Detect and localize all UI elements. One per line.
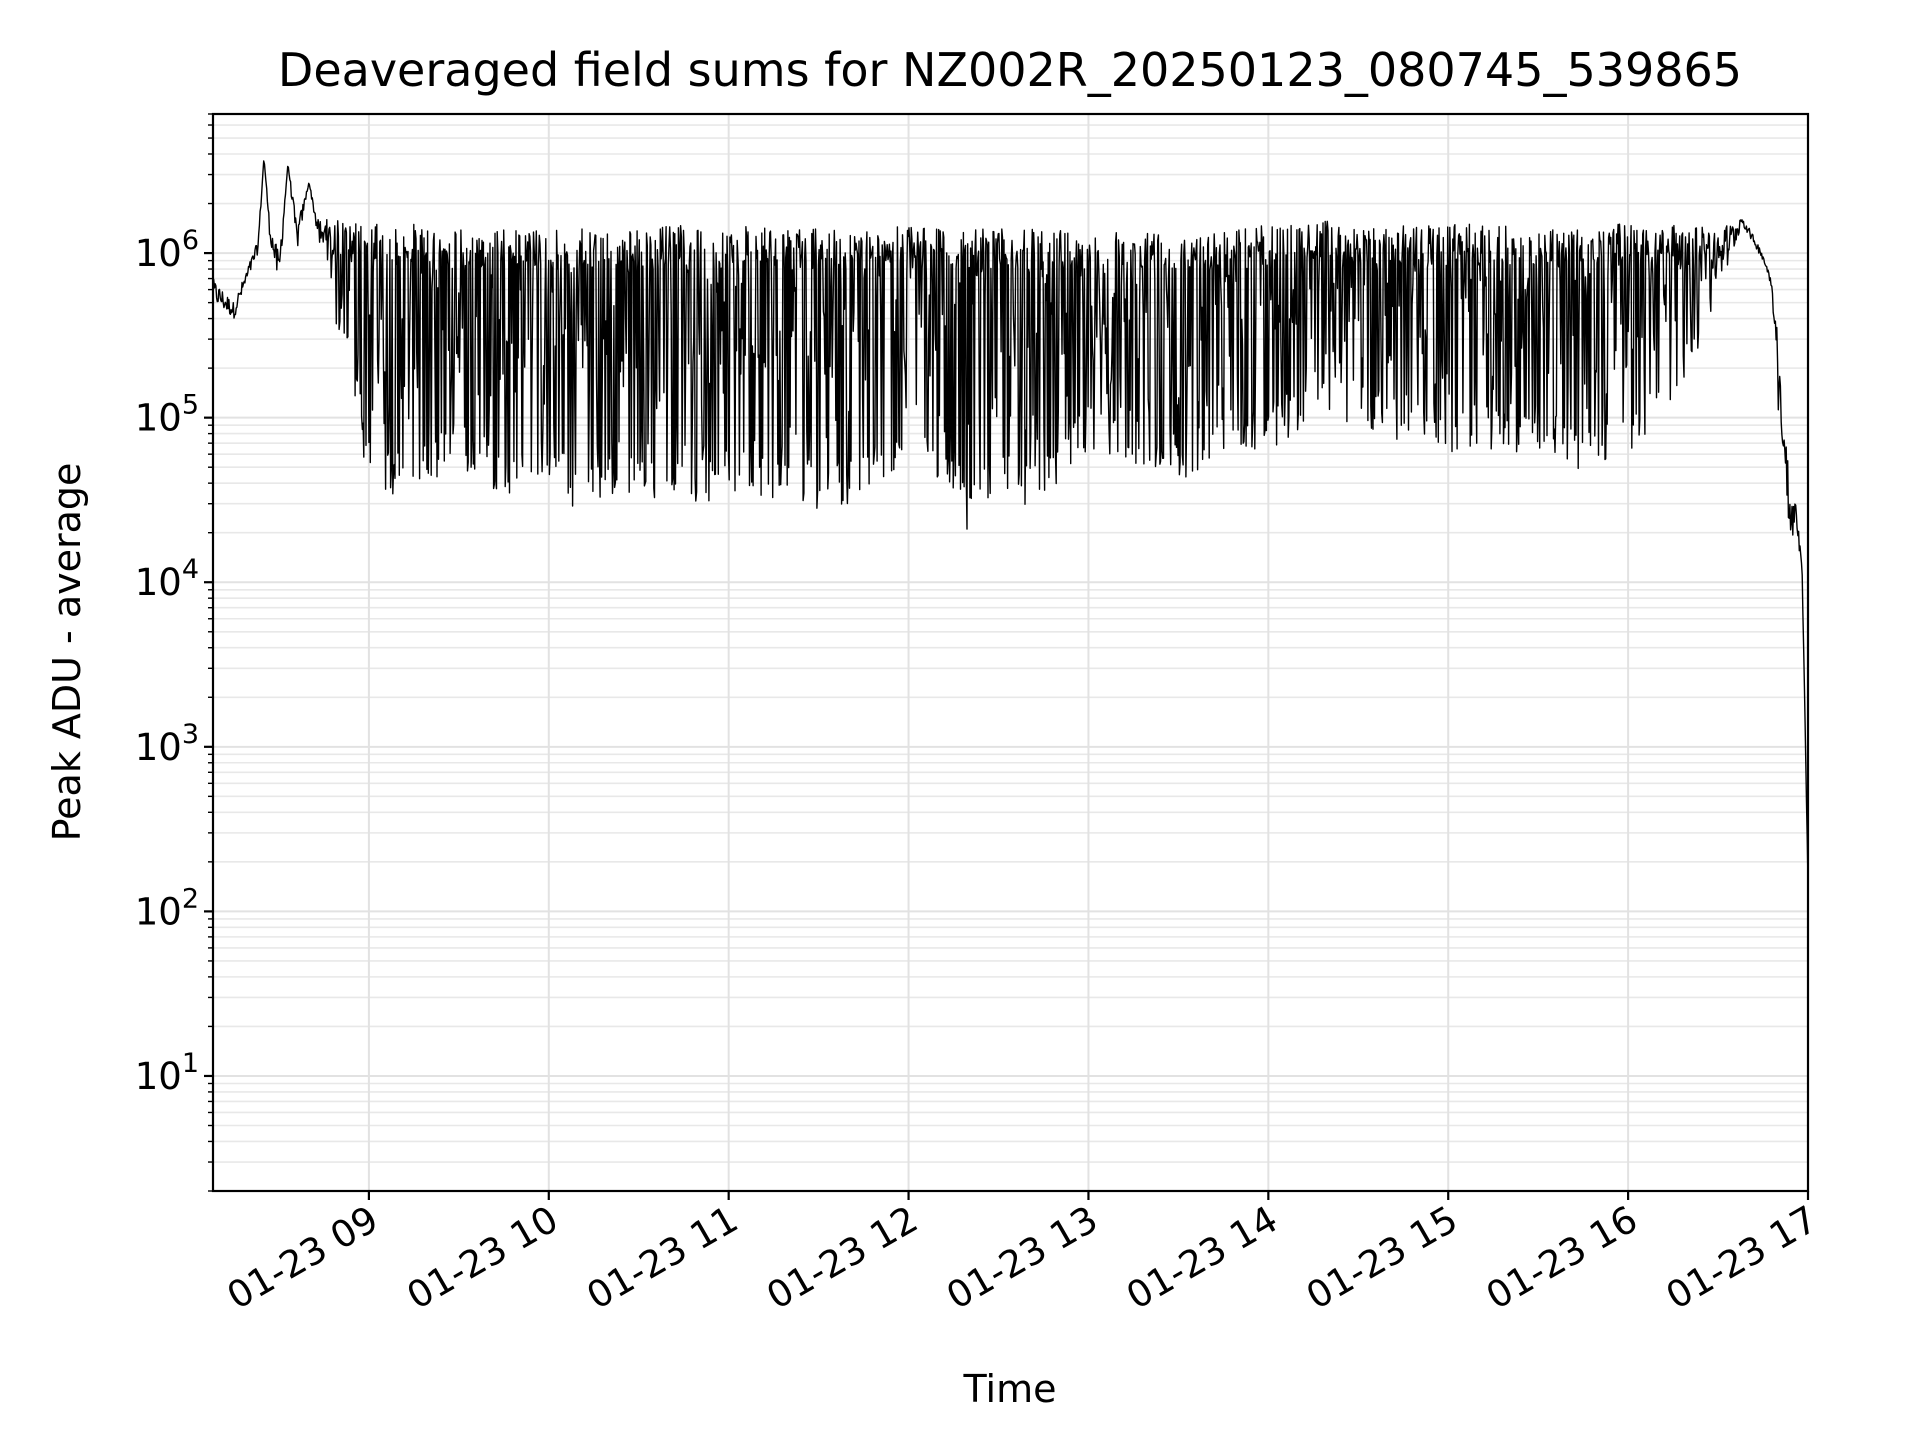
chart-title: Deaveraged field sums for NZ002R_2025012… — [278, 43, 1742, 97]
y-tick-label: 102 — [135, 883, 199, 933]
x-tick-label: 01-23 16 — [1479, 1198, 1645, 1318]
x-tick-label: 01-23 15 — [1299, 1198, 1465, 1318]
x-axis-label: Time — [963, 1367, 1057, 1411]
y-tick-label: 103 — [135, 719, 199, 769]
series-layer — [212, 160, 1809, 883]
x-tick-label: 01-23 12 — [759, 1198, 925, 1318]
x-tick-label: 01-23 10 — [400, 1198, 566, 1318]
x-tick-label: 01-23 14 — [1119, 1198, 1285, 1318]
x-axis: 01-23 09 01-23 10 01-23 11 01-23 12 01-23 13… — [220, 1191, 1825, 1318]
y-axis: 101 102 103 104 105 106 — [135, 113, 213, 1192]
x-tick-label: 01-23 11 — [580, 1198, 746, 1318]
y-tick-label: 105 — [135, 390, 199, 440]
y-tick-label: 106 — [135, 225, 199, 275]
x-tick-label: 01-23 13 — [939, 1198, 1105, 1318]
x-tick-label: 01-23 17 — [1659, 1198, 1825, 1318]
y-tick-label: 104 — [135, 554, 199, 604]
y-axis-label: Peak ADU - average — [45, 463, 89, 842]
x-tick-label: 01-23 09 — [220, 1198, 386, 1318]
series-line — [212, 160, 1809, 883]
y-tick-label: 101 — [135, 1048, 199, 1098]
plot-area-frame — [211, 112, 1810, 1193]
